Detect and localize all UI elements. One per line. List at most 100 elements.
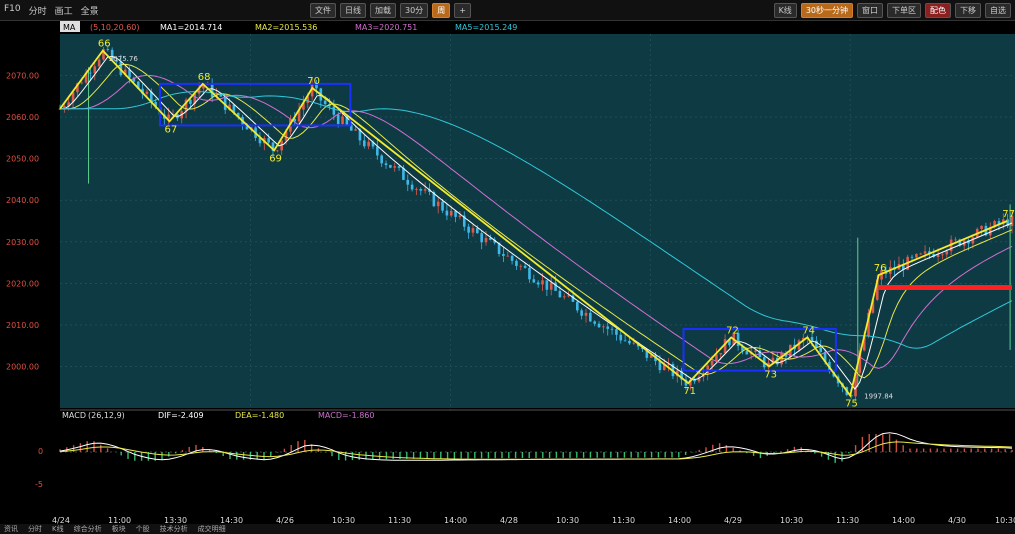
candle-body (875, 279, 879, 300)
tab-kline[interactable]: K线 (52, 525, 64, 533)
candle-body (849, 395, 853, 397)
candle-body (936, 254, 940, 257)
candle-body (628, 340, 631, 344)
candle-body (680, 370, 683, 380)
candlestick-chart[interactable]: 2070.00 2060.00 2050.00 2040.00 2030.00 2020.… (0, 20, 1015, 524)
candle-body (502, 253, 505, 256)
kline-button[interactable]: K线 (773, 3, 797, 18)
intraday-button[interactable]: 分时 (28, 7, 47, 17)
ma1-line (60, 55, 1013, 390)
tab-intraday[interactable]: 分时 (28, 525, 42, 533)
candle-body (528, 267, 531, 280)
tab-news[interactable]: 资讯 (4, 525, 18, 533)
candle-body (302, 103, 305, 110)
toolbar-right: K线 30秒一分钟 窗口 下单区 配色 下移 自选 (773, 3, 1011, 18)
candle-body (728, 339, 731, 346)
candle-body (710, 360, 714, 366)
candle-body (575, 301, 579, 311)
top-toolbar: F10 分时 画工 全景 文件 日线 加载 30分 周 + K线 30秒一分钟 … (0, 0, 1015, 21)
candle-body (280, 140, 283, 151)
wave-label: 69 (269, 153, 282, 164)
thirty-min-button[interactable]: 30分 (400, 3, 429, 18)
candle-body (615, 329, 618, 335)
file-button[interactable]: 文件 (310, 3, 336, 18)
candle-body (367, 141, 370, 147)
watchlist-button[interactable]: 自选 (985, 3, 1011, 18)
low-label: 1997.84 (864, 393, 893, 401)
wave-label: 67 (164, 124, 177, 135)
candle-body (589, 312, 592, 322)
ma-tag: MA (63, 23, 76, 32)
y-tick-label: 2050.00 (6, 155, 39, 164)
candle-body (223, 96, 227, 110)
x-tick-label: 13:30 (164, 516, 187, 524)
dea-line (59, 441, 1013, 460)
candle-body (167, 114, 170, 119)
candle-body (471, 228, 475, 233)
candle-body (467, 226, 470, 233)
candle-body (558, 290, 562, 298)
tab-stock[interactable]: 个股 (135, 525, 150, 533)
candle-body (97, 59, 101, 67)
candle-body (880, 270, 883, 280)
candle-body (245, 124, 249, 130)
candle-body (380, 155, 383, 164)
order-button[interactable]: 下单区 (887, 3, 921, 18)
candle-body (258, 137, 262, 144)
wave-label: 72 (726, 325, 739, 336)
candle-body (571, 295, 575, 302)
candle-body (971, 237, 975, 244)
x-tick-label: 11:30 (836, 516, 859, 524)
overview-button[interactable]: 全景 (80, 7, 99, 17)
draw-tool-button[interactable]: 画工 (54, 7, 73, 17)
candle-body (306, 96, 310, 104)
x-tick-label: 14:00 (892, 516, 915, 524)
candle-body (189, 99, 192, 104)
candle-body (697, 376, 701, 382)
tab-analysis[interactable]: 综合分析 (73, 525, 102, 533)
candle-body (532, 279, 536, 283)
week-button[interactable]: 周 (432, 3, 451, 18)
candle-body (184, 99, 188, 112)
candle-body (510, 255, 514, 261)
consolidation-box (682, 328, 837, 372)
candle-body (784, 353, 788, 357)
candle-body (919, 253, 923, 255)
candle-body (341, 116, 344, 124)
tab-trades[interactable]: 成交明细 (197, 525, 226, 533)
candle-body (623, 340, 627, 342)
color-button[interactable]: 配色 (925, 3, 951, 18)
x-tick-label: 14:00 (444, 516, 467, 524)
candle-body (323, 100, 327, 105)
candle-body (945, 251, 949, 255)
candle-body (419, 189, 423, 191)
dif-value: DIF=-2.409 (158, 411, 204, 420)
candle-body (723, 339, 727, 354)
candle-body (567, 295, 570, 297)
candle-body (271, 142, 275, 151)
move-down-button[interactable]: 下移 (955, 3, 981, 18)
window-button[interactable]: 窗口 (857, 3, 883, 18)
candle-body (910, 256, 914, 258)
y-tick-label: 2020.00 (6, 279, 39, 288)
tab-technical[interactable]: 技术分析 (159, 525, 188, 533)
period-button[interactable]: 30秒一分钟 (800, 3, 853, 18)
x-tick-label: 11:30 (388, 516, 411, 524)
candle-body (389, 165, 392, 168)
candle-body (462, 215, 466, 227)
add-button[interactable]: + (454, 3, 471, 18)
x-axis: 4/24 11:00 13:30 14:30 4/26 10:30 11:30 14:00 4/… (52, 516, 1015, 524)
daily-button[interactable]: 日线 (340, 3, 366, 18)
candle-body (141, 88, 144, 94)
candle-body (384, 163, 388, 166)
candle-body (123, 69, 127, 75)
candle-body (484, 237, 488, 243)
candle-body (436, 201, 440, 207)
f10-button[interactable]: F10 (4, 4, 21, 14)
dea-value: DEA=-1.480 (235, 411, 284, 420)
tab-sector[interactable]: 板块 (111, 525, 126, 533)
candle-body (602, 326, 605, 328)
consolidation-boxes (158, 82, 837, 372)
load-button[interactable]: 加载 (370, 3, 396, 18)
candle-body (549, 282, 553, 290)
